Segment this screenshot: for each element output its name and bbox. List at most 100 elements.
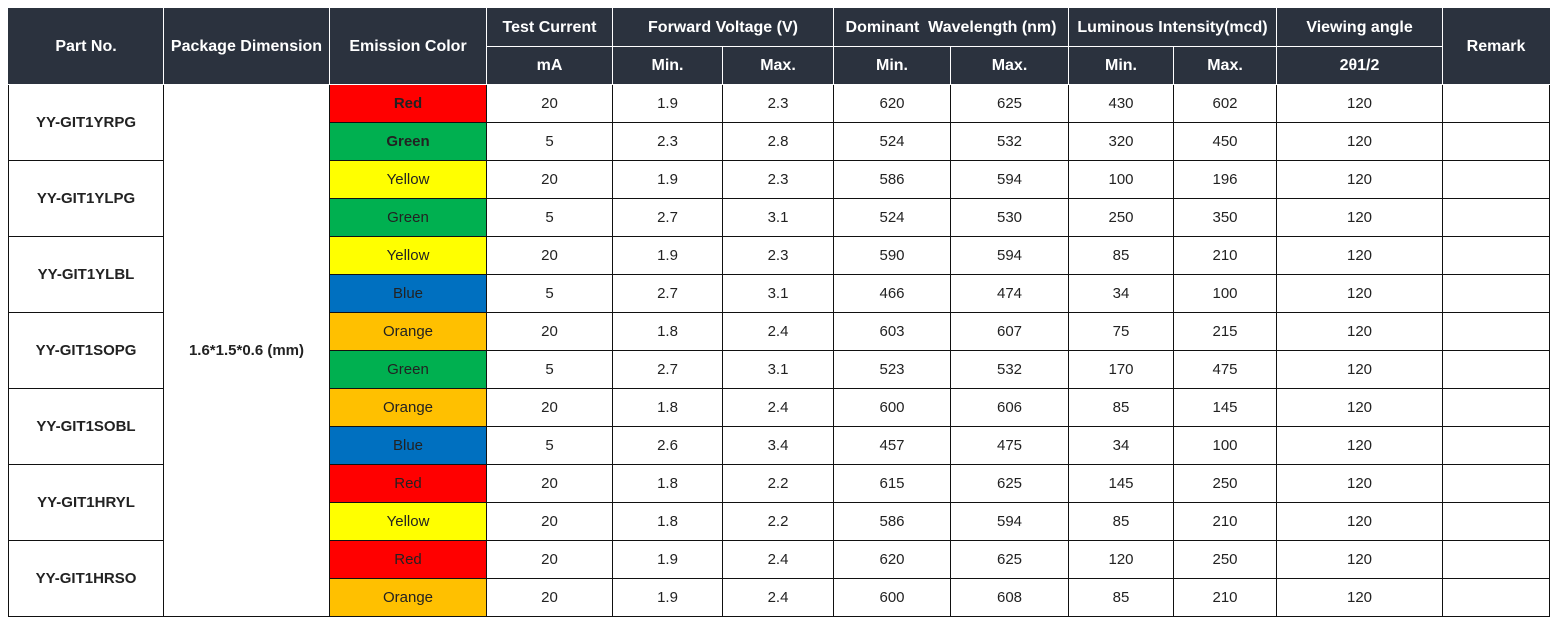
vf-min-cell: 2.7 [612, 198, 723, 237]
table-row: Orange 20 1.9 2.4 600 608 85 210 120 [9, 578, 1551, 617]
iv-min-cell: 85 [1068, 502, 1174, 541]
wl-min-cell: 603 [833, 312, 951, 351]
test-current-cell: 20 [486, 388, 613, 427]
vf-max-cell: 2.4 [722, 388, 834, 427]
part-no-cell: YY-GIT1SOBL [8, 388, 164, 465]
table-row: Yellow 20 1.8 2.2 586 594 85 210 120 [9, 502, 1551, 541]
led-spec-table: Part No. Package Dimension Emission Colo… [8, 8, 1551, 617]
iv-max-cell: 210 [1172, 236, 1278, 275]
emission-color-cell: Yellow [329, 502, 487, 541]
iv-max-cell: 100 [1172, 426, 1278, 465]
remark-cell [1442, 578, 1551, 617]
vf-max-cell: 2.2 [722, 464, 834, 503]
vf-max-cell: 3.1 [722, 274, 834, 313]
wl-max-cell: 625 [950, 464, 1069, 503]
iv-min-cell: 120 [1068, 540, 1174, 579]
iv-max-cell: 350 [1172, 198, 1278, 237]
emission-color-cell: Yellow [329, 236, 487, 275]
viewing-angle-cell: 120 [1276, 502, 1444, 541]
iv-min-cell: 85 [1068, 578, 1174, 617]
wl-min-cell: 590 [833, 236, 951, 275]
table-row: YY-GIT1YLBL Yellow 20 1.9 2.3 590 594 85 210 120 [8, 236, 1551, 313]
wl-max-cell: 474 [950, 274, 1069, 313]
remark-cell [1442, 274, 1551, 313]
viewing-angle-cell: 120 [1276, 160, 1444, 199]
test-current-cell: 20 [486, 502, 613, 541]
wl-max-cell: 594 [950, 160, 1069, 199]
wl-min-cell: 620 [833, 540, 951, 579]
remark-cell [1442, 122, 1551, 161]
test-current-cell: 20 [486, 160, 613, 199]
emission-color-cell: Orange [329, 312, 487, 351]
wl-max-cell: 475 [950, 426, 1069, 465]
remark-cell [1442, 160, 1551, 199]
vf-min-cell: 1.9 [612, 236, 723, 275]
header-vf-max: Max. [722, 46, 834, 85]
header-iv-max: Max. [1172, 46, 1278, 85]
vf-min-cell: 2.7 [612, 274, 723, 313]
iv-min-cell: 250 [1068, 198, 1174, 237]
vf-min-cell: 2.6 [612, 426, 723, 465]
iv-min-cell: 85 [1068, 388, 1174, 427]
iv-min-cell: 34 [1068, 426, 1174, 465]
remark-cell [1442, 464, 1551, 503]
test-current-cell: 20 [486, 312, 613, 351]
table-row: YY-GIT1YLPG Yellow 20 1.9 2.3 586 594 100 196 120 [8, 160, 1551, 237]
remark-cell [1442, 350, 1551, 389]
iv-max-cell: 100 [1172, 274, 1278, 313]
remark-cell [1442, 198, 1551, 237]
wl-min-cell: 466 [833, 274, 951, 313]
viewing-angle-cell: 120 [1276, 578, 1444, 617]
part-no-cell: YY-GIT1HRSO [8, 540, 164, 617]
wl-max-cell: 532 [950, 350, 1069, 389]
part-no-cell: YY-GIT1YLBL [8, 236, 164, 313]
vf-min-cell: 1.9 [612, 160, 723, 199]
emission-color-cell: Green [329, 198, 487, 237]
emission-color-cell: Yellow [329, 160, 487, 199]
header-luminous-intensity: Luminous Intensity(mcd) [1067, 8, 1278, 47]
remark-cell [1442, 312, 1551, 351]
header-wl-min: Min. [833, 46, 951, 85]
header-package-dimension: Package Dimension [163, 8, 330, 85]
vf-min-cell: 1.8 [612, 502, 723, 541]
viewing-angle-cell: 120 [1276, 464, 1444, 503]
iv-min-cell: 320 [1068, 122, 1174, 161]
iv-max-cell: 250 [1172, 540, 1278, 579]
iv-min-cell: 430 [1068, 84, 1174, 123]
table-header: Part No. Package Dimension Emission Colo… [8, 8, 1551, 85]
remark-cell [1442, 502, 1551, 541]
wl-min-cell: 523 [833, 350, 951, 389]
vf-max-cell: 2.4 [722, 578, 834, 617]
vf-max-cell: 2.3 [722, 160, 834, 199]
header-test-current-unit: mA [486, 46, 613, 85]
table-body: YY-GIT1YRPG 1.6*1.5*0.6 (mm) Red 20 1.9 2.3 62… [8, 84, 1551, 617]
remark-cell [1442, 236, 1551, 275]
iv-max-cell: 210 [1172, 502, 1278, 541]
test-current-cell: 5 [486, 274, 613, 313]
header-viewing-angle-unit: 2θ1/2 [1276, 46, 1444, 85]
vf-max-cell: 2.4 [722, 312, 834, 351]
viewing-angle-cell: 120 [1276, 198, 1444, 237]
iv-max-cell: 215 [1172, 312, 1278, 351]
vf-max-cell: 2.8 [722, 122, 834, 161]
test-current-cell: 20 [486, 236, 613, 275]
header-dominant-wavelength: Dominant Wavelength (nm) [833, 8, 1069, 47]
header-wl-max: Max. [950, 46, 1069, 85]
part-no-cell: YY-GIT1YLPG [8, 160, 164, 237]
iv-max-cell: 602 [1172, 84, 1278, 123]
emission-color-cell: Orange [329, 388, 487, 427]
test-current-cell: 5 [486, 350, 613, 389]
header-iv-min: Min. [1068, 46, 1174, 85]
viewing-angle-cell: 120 [1276, 236, 1444, 275]
test-current-cell: 5 [486, 426, 613, 465]
vf-min-cell: 1.8 [612, 464, 723, 503]
wl-min-cell: 524 [833, 198, 951, 237]
remark-cell [1442, 388, 1551, 427]
wl-min-cell: 586 [833, 502, 951, 541]
test-current-cell: 5 [486, 122, 613, 161]
wl-min-cell: 600 [833, 388, 951, 427]
test-current-cell: 20 [486, 540, 613, 579]
iv-max-cell: 450 [1172, 122, 1278, 161]
emission-color-cell: Red [329, 540, 487, 579]
vf-max-cell: 2.3 [722, 236, 834, 275]
